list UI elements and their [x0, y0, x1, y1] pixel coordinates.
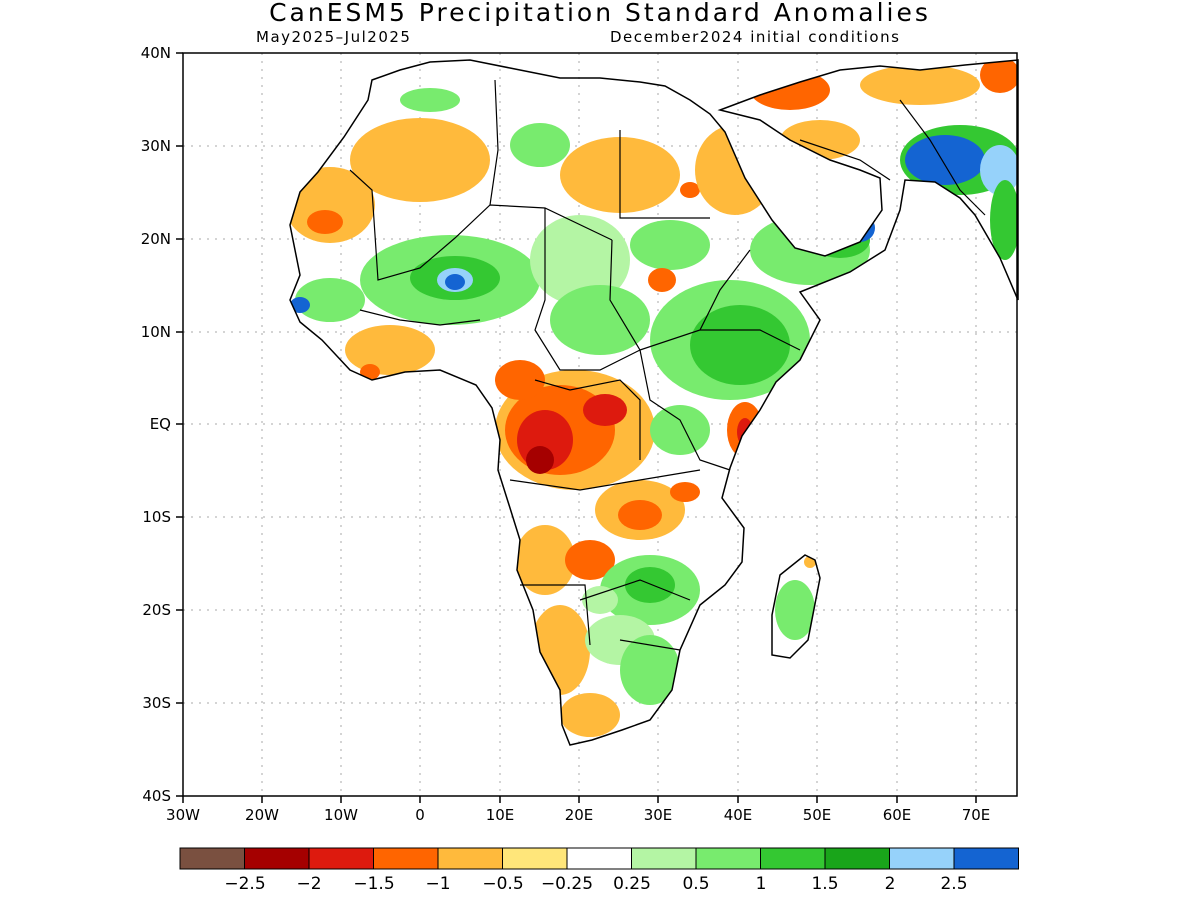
colorbar-label: 1 [756, 874, 767, 894]
colorbar-swatch [566, 847, 632, 870]
colorbar-swatch [437, 847, 503, 870]
colorbar-label: −0.25 [541, 874, 593, 894]
lon-label: 20E [565, 806, 594, 824]
colorbar-swatch [179, 847, 245, 870]
colorbar-label: 2.5 [940, 874, 967, 894]
colorbar-label: −2 [296, 874, 321, 894]
lon-label: 10E [486, 806, 515, 824]
lat-label: EQ [150, 415, 171, 433]
colorbar-label: −2.5 [224, 874, 265, 894]
lon-labels: 30W 20W 10W 0 10E 20E 30E 40E 50E 60E 70… [166, 806, 990, 824]
colorbar-label: −0.5 [482, 874, 523, 894]
colorbar-label: 0.25 [613, 874, 651, 894]
lat-label: 20N [141, 230, 171, 248]
colorbar-swatch [889, 847, 955, 870]
lon-label: 30W [166, 806, 200, 824]
lon-label: 50E [803, 806, 832, 824]
lat-label: 10S [142, 508, 171, 526]
colorbar: −2.5 −2 −1.5 −1 −0.5 −0.25 0.25 0.5 1 1.… [179, 847, 1019, 894]
country-borders [349, 79, 986, 651]
colorbar-swatch [502, 847, 568, 870]
colorbar-label: 0.5 [682, 874, 709, 894]
colorbar-swatch [373, 847, 439, 870]
lon-label: 10W [324, 806, 358, 824]
colorbar-swatch [824, 847, 890, 870]
initial-conditions: December2024 initial conditions [610, 28, 901, 46]
lat-labels: 40N 30N 20N 10N EQ 10S 20S 30S 40S [141, 44, 171, 805]
colorbar-labels: −2.5 −2 −1.5 −1 −0.5 −0.25 0.25 0.5 1 1.… [224, 874, 967, 894]
colorbar-swatch [308, 847, 374, 870]
forecast-period: May2025–Jul2025 [256, 28, 412, 46]
lon-label: 40E [724, 806, 753, 824]
lat-label: 10N [141, 323, 171, 341]
colorbar-swatch [695, 847, 761, 870]
lon-label: 0 [415, 806, 425, 824]
colorbar-swatches [179, 847, 1019, 870]
colorbar-label: 2 [885, 874, 896, 894]
anomaly-field [290, 60, 1018, 737]
lat-label: 40N [141, 44, 171, 62]
colorbar-swatch [953, 847, 1019, 870]
map-title: CanESM5 Precipitation Standard Anomalies [269, 0, 931, 27]
madagascar-coastline [771, 554, 821, 659]
colorbar-label: 1.5 [811, 874, 838, 894]
lon-label: 60E [883, 806, 912, 824]
lat-label: 30S [142, 694, 171, 712]
lat-label: 40S [142, 787, 171, 805]
lat-label: 20S [142, 601, 171, 619]
lon-label: 20W [245, 806, 279, 824]
colorbar-label: −1 [425, 874, 450, 894]
colorbar-swatch [760, 847, 826, 870]
colorbar-swatch [244, 847, 310, 870]
lon-ticks [182, 796, 977, 803]
colorbar-swatch [631, 847, 697, 870]
lat-label: 30N [141, 137, 171, 155]
lon-label: 70E [962, 806, 991, 824]
lat-ticks [176, 52, 183, 797]
colorbar-label: −1.5 [353, 874, 394, 894]
lon-label: 30E [644, 806, 673, 824]
